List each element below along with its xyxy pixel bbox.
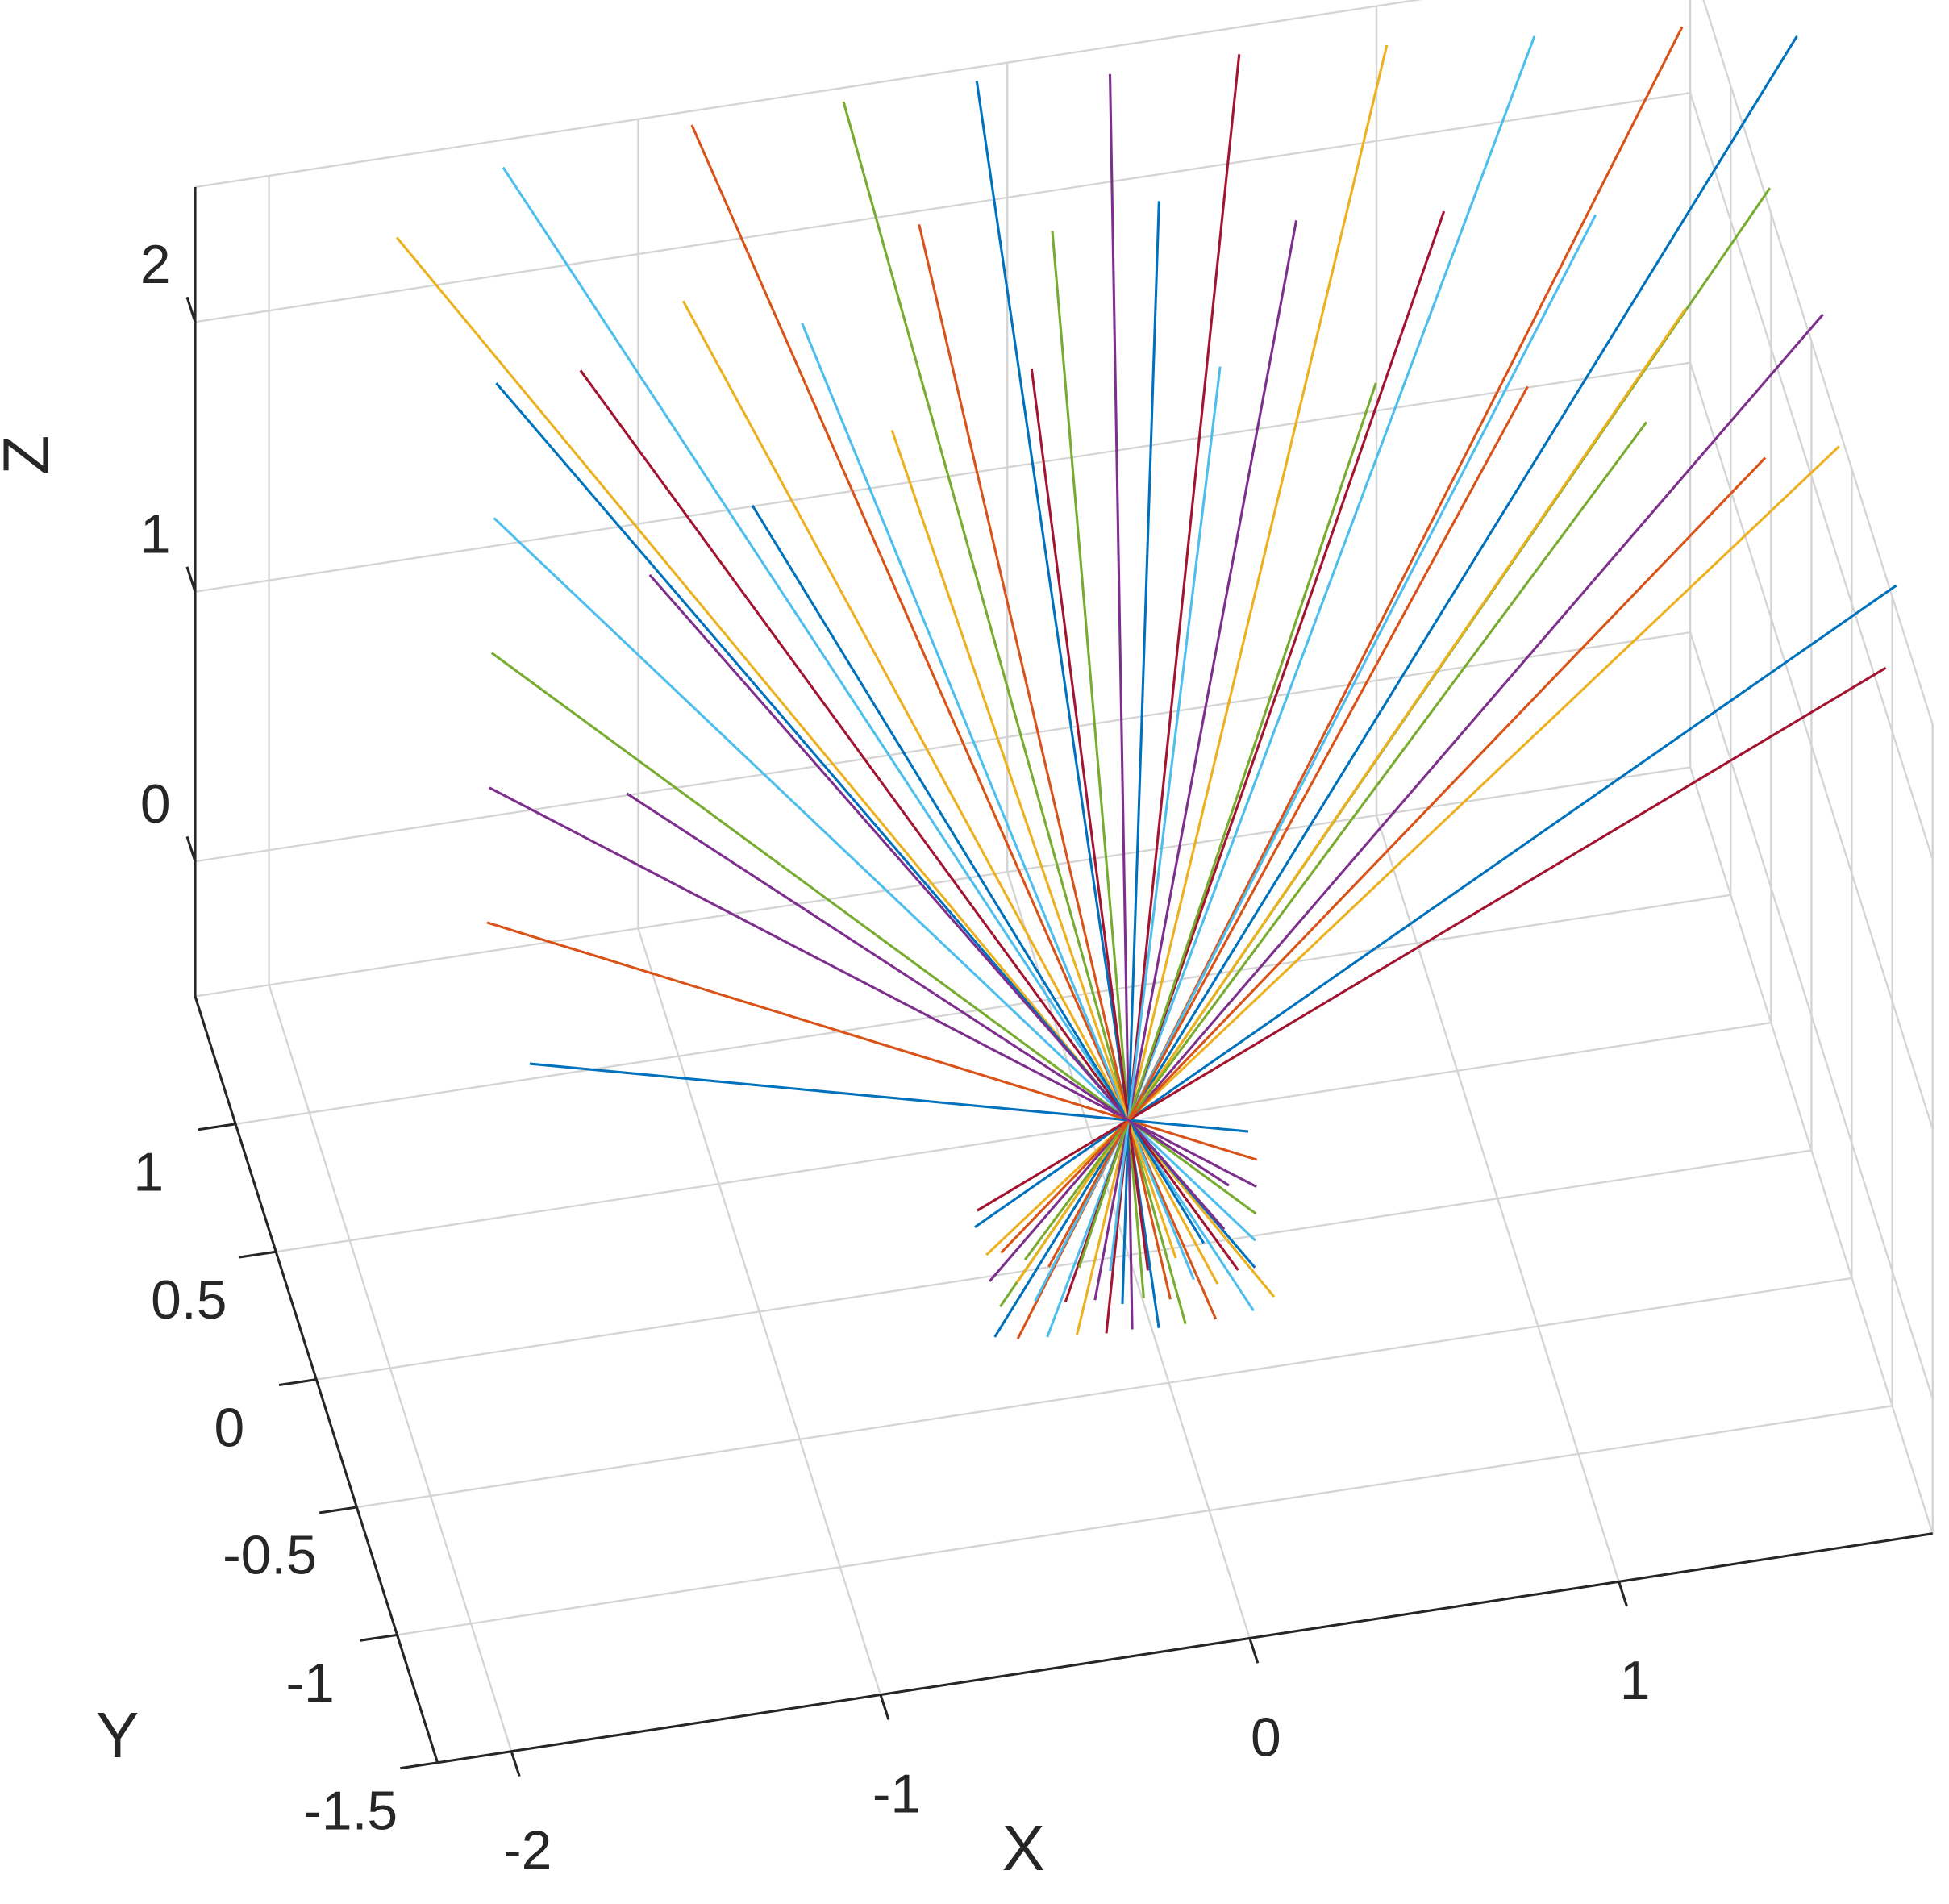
grid-line [194,361,1691,593]
z-tick [185,296,197,323]
data-line [1047,385,1529,1268]
y-tick-label: 1 [133,1142,164,1202]
x-tick-label: 1 [1620,1651,1651,1711]
data-line [1109,366,1222,1272]
y-tick [198,1123,236,1131]
y-tick [238,1250,277,1259]
data-line [993,35,1798,1338]
data-line [918,223,1172,1300]
x-tick [879,1694,890,1720]
axes: -2 -1 0 1 -1.5 -1 -0.5 0 0.5 1 0 1 2 X Y Z [0,186,1933,1884]
data-line [648,573,1226,1231]
y-tick-label: 0 [214,1398,245,1458]
data-line [974,584,1897,1228]
y-tick [278,1378,317,1387]
z-tick-label: 2 [140,235,171,295]
y-tick [319,1506,357,1514]
x-tick [1248,1637,1260,1664]
z-tick [185,835,197,862]
y-axis-label: Y [96,1698,139,1771]
x-tick [1618,1581,1629,1607]
lines [395,26,1897,1339]
y-tick-label: -0.5 [223,1526,317,1586]
y-tick-label: -1 [285,1653,334,1714]
grid-line [194,92,1691,323]
grid [194,0,1934,1764]
z-tick-label: 0 [140,774,171,835]
grid-line [1689,362,1934,1130]
x-axis [437,1532,1933,1764]
data-line [486,921,1258,1161]
box-edge [1702,0,1934,725]
grid-line [397,1405,1893,1636]
z-tick-label: 1 [140,504,171,565]
y-tick [360,1633,398,1642]
x-tick-label: -2 [503,1821,552,1881]
x-tick-label: 0 [1251,1707,1281,1768]
y-tick [400,1761,438,1770]
grid-line [276,1022,1772,1253]
x-tick-label: -1 [872,1764,921,1824]
grid-line [194,631,1691,863]
z-tick [185,566,197,593]
grid-line [356,1277,1852,1509]
data-line [890,429,1177,1259]
data-line [493,517,1256,1242]
grid-line [316,1149,1812,1381]
grid-line [235,894,1731,1125]
y-tick-label: 0.5 [151,1270,227,1331]
x-tick [510,1751,521,1777]
box-edge [1689,767,1934,1535]
box-edge [194,766,1691,998]
z-axis-label: Z [0,435,62,475]
grid-line [1689,92,1934,860]
data-line [626,792,1230,1187]
y-tick-label: -1.5 [303,1781,398,1841]
box-edge [194,0,1422,189]
x-axis-label: X [1002,1811,1045,1884]
